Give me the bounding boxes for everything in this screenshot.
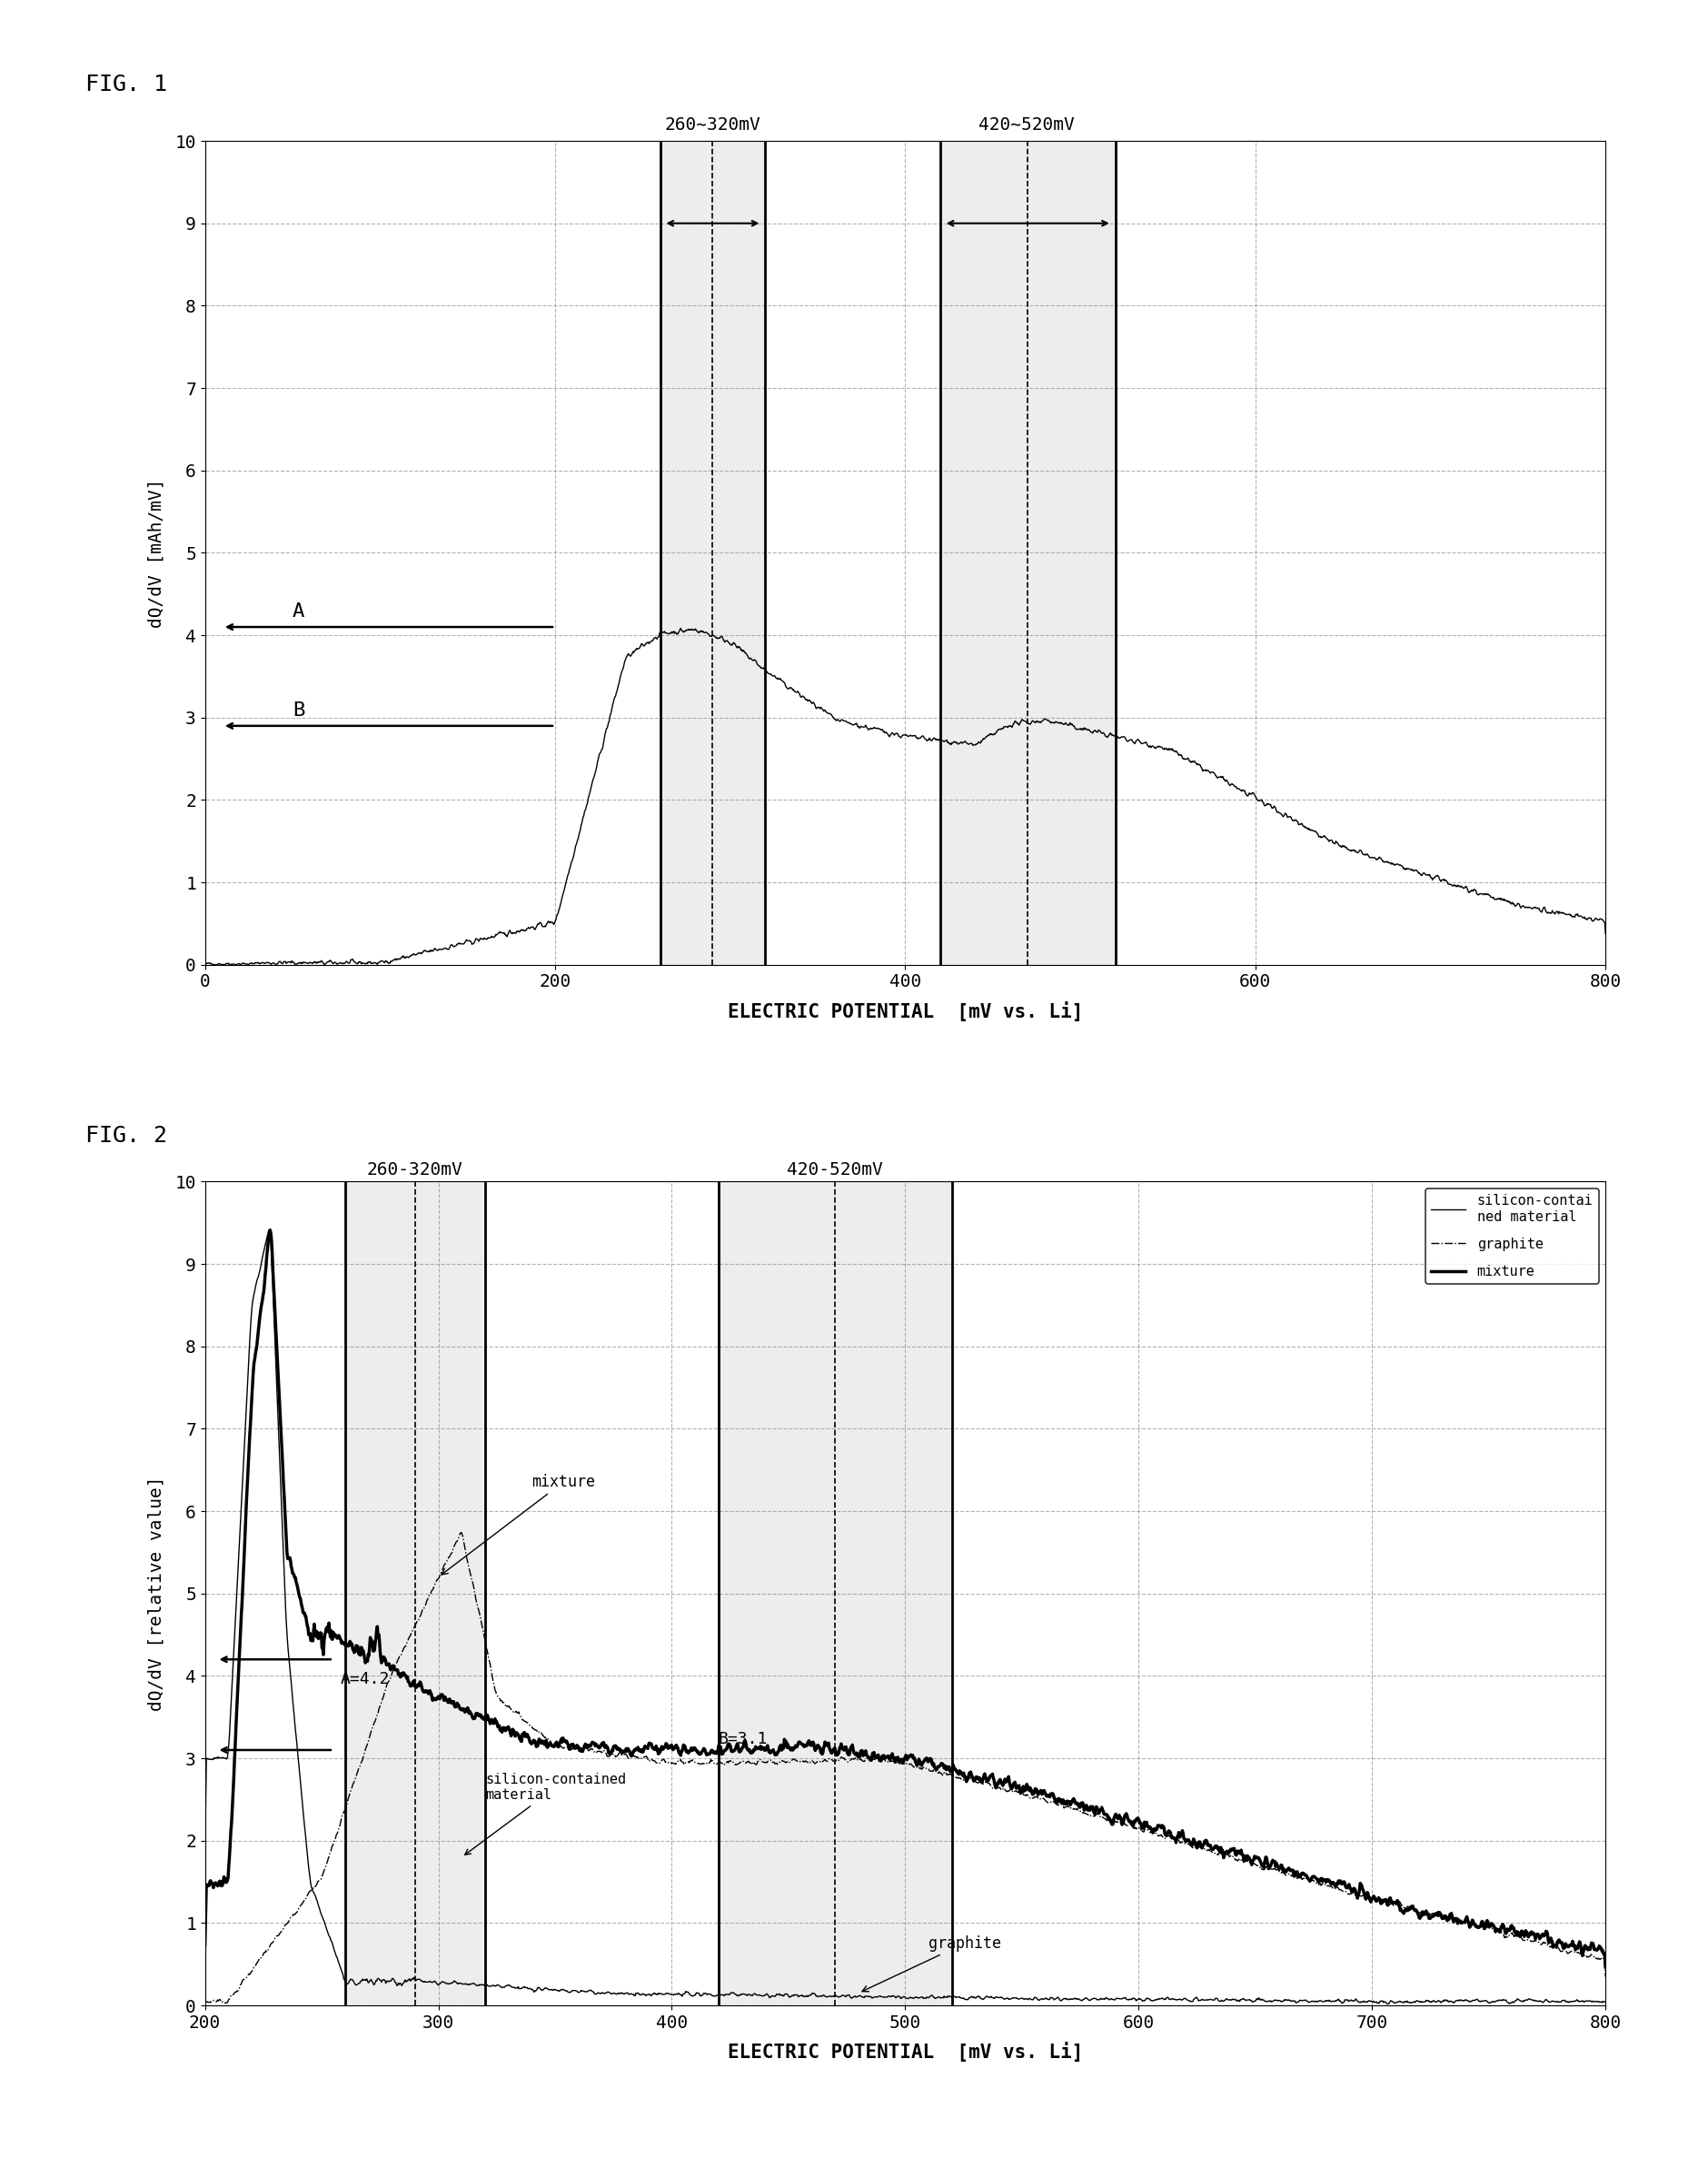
Text: A: A [292, 603, 304, 620]
Y-axis label: dQ/dV [relative value]: dQ/dV [relative value] [147, 1476, 164, 1711]
Text: A=4.2: A=4.2 [340, 1672, 389, 1687]
Text: 420-520mV: 420-520mV [787, 1162, 883, 1179]
X-axis label: ELECTRIC POTENTIAL  [mV vs. Li]: ELECTRIC POTENTIAL [mV vs. Li] [728, 2042, 1083, 2062]
Text: FIG. 1: FIG. 1 [85, 74, 167, 95]
X-axis label: ELECTRIC POTENTIAL  [mV vs. Li]: ELECTRIC POTENTIAL [mV vs. Li] [728, 1002, 1083, 1021]
Text: 260-320mV: 260-320mV [367, 1162, 463, 1179]
Text: FIG. 2: FIG. 2 [85, 1125, 167, 1147]
Text: 260∼320mV: 260∼320mV [664, 117, 760, 134]
Legend: silicon-contai
ned material, graphite, mixture: silicon-contai ned material, graphite, m… [1426, 1188, 1599, 1283]
Text: B=3.1: B=3.1 [719, 1730, 769, 1747]
Text: graphite: graphite [863, 1936, 1001, 1992]
Y-axis label: dQ/dV [mAh/mV]: dQ/dV [mAh/mV] [147, 479, 164, 627]
Text: mixture: mixture [441, 1474, 596, 1574]
Text: 420∼520mV: 420∼520mV [979, 117, 1074, 134]
Text: B: B [292, 702, 304, 720]
Text: silicon-contained
material: silicon-contained material [465, 1773, 627, 1856]
